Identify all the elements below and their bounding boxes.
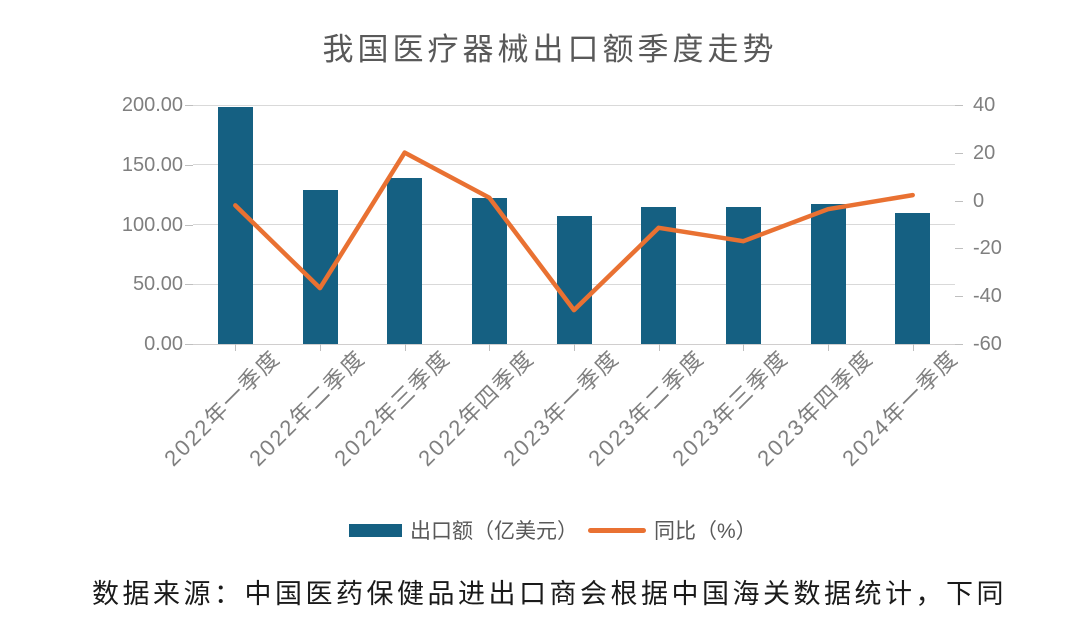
left-axis-label: 200.00 (121, 94, 183, 116)
legend: 出口额（亿美元） 同比（%） (349, 515, 757, 545)
x-tick-mark (320, 344, 321, 351)
right-tick-mark (955, 248, 963, 250)
left-tick-mark (185, 284, 193, 286)
right-tick-mark (955, 200, 963, 202)
x-tick-mark (912, 344, 914, 351)
bar (725, 206, 761, 344)
x-tick-mark (743, 344, 745, 351)
legend-bar-swatch-icon (349, 523, 402, 537)
left-tick-mark (185, 344, 193, 345)
bar (810, 203, 846, 344)
left-axis-label: 0.00 (144, 333, 183, 355)
legend-line-swatch-icon (588, 527, 646, 533)
bar (556, 216, 592, 344)
x-tick-mark (574, 344, 575, 351)
legend-label-yoy: 同比（%） (654, 520, 757, 543)
legend-label-exports: 出口额（亿美元） (410, 520, 578, 543)
right-axis-label: -40 (973, 285, 1002, 308)
grid-line (193, 164, 955, 166)
left-tick-mark (185, 105, 193, 106)
right-axis-label: 20 (973, 141, 996, 164)
grid-line (193, 104, 955, 106)
x-tick-mark (489, 344, 491, 351)
chart-title: 我国医疗器械出口额季度走势 (322, 32, 778, 67)
x-tick-mark (828, 344, 829, 351)
x-tick-mark (658, 344, 660, 351)
source-note: 数据来源：中国医药保健品进出口商会根据中国海关数据统计，下同 (92, 579, 1007, 609)
right-tick-mark (955, 152, 963, 154)
x-tick-mark (404, 344, 406, 351)
plot-area (193, 104, 955, 345)
bar (217, 107, 253, 344)
trend-line (233, 150, 915, 313)
left-tick-mark (185, 224, 193, 226)
left-axis-label: 100.00 (121, 213, 183, 236)
right-axis-label: 40 (973, 94, 996, 116)
x-tick-mark (235, 344, 237, 351)
bar (387, 178, 423, 344)
right-axis-label: -60 (973, 333, 1002, 355)
right-axis-label: 0 (973, 189, 985, 212)
left-tick-mark (185, 164, 193, 166)
bar (471, 197, 507, 344)
right-tick-mark (955, 296, 963, 298)
bar (895, 213, 931, 344)
left-axis-label: 150.00 (121, 153, 183, 176)
right-tick-mark (955, 344, 963, 345)
right-axis-label: -20 (973, 237, 1002, 260)
left-axis-label: 50.00 (132, 273, 183, 296)
right-tick-mark (955, 105, 963, 106)
